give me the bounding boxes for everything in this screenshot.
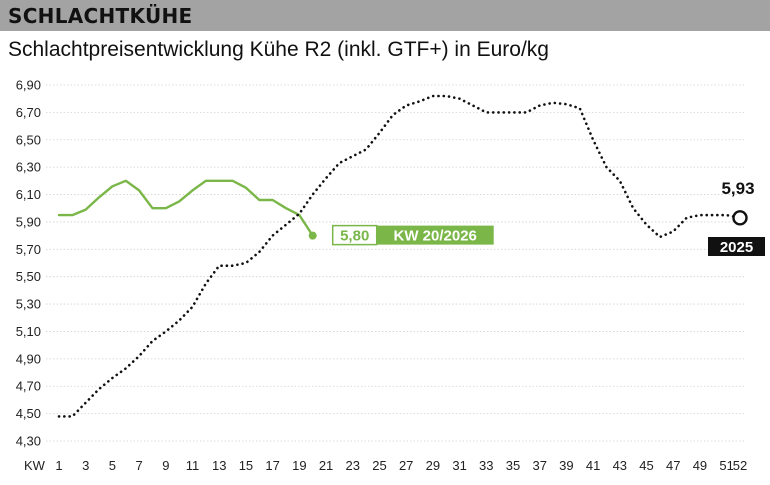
x-tick-label: 41 (586, 458, 600, 473)
y-tick-label: 4,70 (16, 379, 41, 394)
y-tick-label: 6,50 (16, 132, 41, 147)
y-tick-label: 4,90 (16, 351, 41, 366)
x-tick-label: 33 (479, 458, 493, 473)
chart-title: Schlachtpreisentwicklung Kühe R2 (inkl. … (8, 38, 549, 61)
x-tick-label: 29 (426, 458, 440, 473)
x-tick-label: 51 (719, 458, 733, 473)
series-layer (57, 94, 742, 418)
y-axis-ticks: 4,30 4,50 4,70 4,90 5,10 5,30 5,50 5,70 5,90 6,10… (16, 78, 41, 449)
x-tick-label: 11 (186, 458, 200, 473)
y-tick-label: 6,10 (16, 187, 41, 202)
x-tick-label: 15 (239, 458, 253, 473)
x-axis-ticks: 1 3 5 7 9 11 13 15 17 19 21 23 25 27 29 31 33 35 37 39 41 43 4… (55, 458, 747, 473)
x-tick-label: 47 (666, 458, 680, 473)
x-tick-label: 23 (346, 458, 360, 473)
x-tick-label: 13 (212, 458, 226, 473)
grid-lines (46, 84, 746, 442)
x-tick-label: 21 (319, 458, 333, 473)
x-tick-label: 5 (109, 458, 116, 473)
current-week-box (376, 225, 494, 245)
current-value-label: 5,80 (340, 228, 369, 245)
end-year-label: 2025 (720, 239, 753, 256)
y-tick-label: 6,90 (16, 78, 41, 93)
x-tick-label: 49 (693, 458, 707, 473)
x-tick-label: 19 (292, 458, 306, 473)
x-tick-label: 52 (733, 458, 747, 473)
x-tick-label: 43 (613, 458, 627, 473)
x-tick-label: 27 (399, 458, 413, 473)
x-tick-label: 45 (639, 458, 653, 473)
end-point-marker (732, 210, 748, 226)
end-year-box (708, 237, 765, 256)
annotations: 5,80 KW 20/2026 5,93 2025 (308, 179, 765, 256)
y-tick-label: 5,50 (16, 269, 41, 284)
end-value-label: 5,93 (721, 179, 754, 198)
x-tick-label: 9 (162, 458, 169, 473)
x-tick-label: 35 (506, 458, 520, 473)
y-tick-label: 6,30 (16, 160, 41, 175)
x-tick-label: 39 (559, 458, 573, 473)
series-line-2025 (57, 94, 742, 418)
x-tick-label: 17 (265, 458, 279, 473)
x-tick-label: 3 (82, 458, 89, 473)
y-tick-label: 5,30 (16, 297, 41, 312)
y-tick-label: 5,10 (16, 324, 41, 339)
x-tick-label: 37 (532, 458, 546, 473)
series-line-2026 (57, 179, 314, 237)
x-tick-label: 31 (452, 458, 466, 473)
y-tick-label: 6,70 (16, 105, 41, 120)
x-tick-label: 25 (372, 458, 386, 473)
y-tick-label: 4,50 (16, 406, 41, 421)
header-bar (0, 0, 770, 31)
y-tick-label: 5,70 (16, 242, 41, 257)
y-tick-label: 4,30 (16, 434, 41, 449)
x-tick-label: 1 (55, 458, 62, 473)
current-point-marker (308, 231, 317, 240)
y-tick-label: 5,90 (16, 214, 41, 229)
current-week-label: KW 20/2026 (394, 228, 477, 245)
x-tick-label: 7 (136, 458, 143, 473)
header-title: SCHLACHTKÜHE (8, 4, 193, 28)
x-axis-prefix: KW (24, 458, 46, 473)
